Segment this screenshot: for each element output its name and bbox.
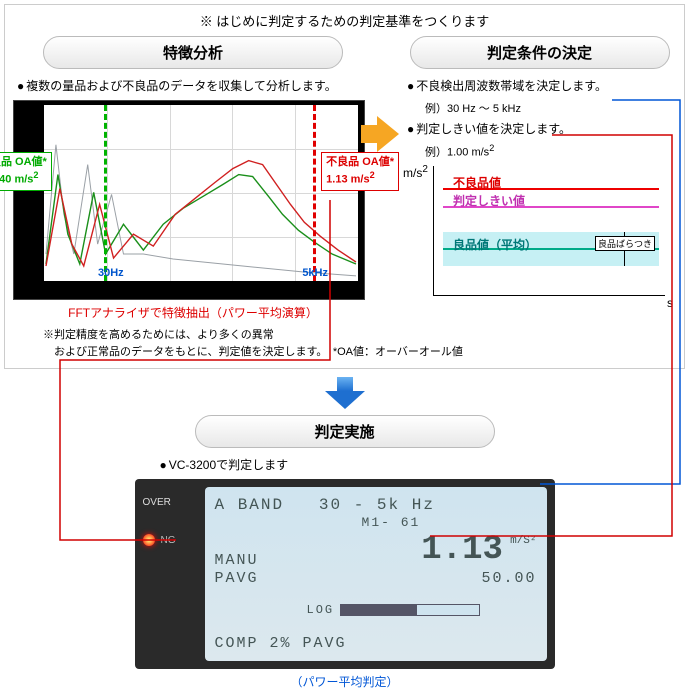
oa-good-label: 良品 OA値* [0,156,47,168]
right-bullet2-ex: 例）1.00 m/s2 [425,143,676,160]
fft-screenshot: 30Hz 5kHz [13,100,365,300]
lcd-line-band: A BAND 30 - 5k Hz [215,496,537,514]
lcd-bottom: COMP 2% PAVG [215,635,537,652]
freq-high-label: 5kHz [302,267,328,279]
lcd-unit: m/S² [510,535,536,547]
title-decision: 判定条件の決定 [410,36,670,69]
col-decision: 判定条件の決定 不良検出周波数帯域を決定します。 例）30 Hz ～ 5 kHz… [403,36,676,306]
oa-good-box: 良品 OA値* 0.40 m/s2 [0,152,52,191]
exec-caption: （パワー平均判定） [130,673,560,690]
over-label: OVER [143,497,205,508]
mini-ylab: m/s2 [403,164,428,180]
fft-container: 30Hz 5kHz 良品 OA値* 0.40 m/s2 不良品 OA値* 1.1… [13,100,373,300]
oa-bad-box: 不良品 OA値* 1.13 m/s2 [321,152,399,191]
lcd-screen: A BAND 30 - 5k Hz M1- 61 MANU PAVG 1.13 … [205,487,547,661]
device-left-panel: OVER NG [143,487,205,661]
good-dash-line [104,105,107,281]
ng-indicator: NG [143,534,205,546]
mini-txt-good: 良品値（平均） [453,236,537,253]
top-note: ※ はじめに判定するための判定基準をつくります [13,11,676,30]
freq-low-label: 30Hz [98,267,124,279]
columns: 特徴分析 複数の量品および不良品のデータを収集して分析します。 [13,36,676,321]
oa-bad-value: 1.13 m/s [326,173,369,185]
left-bullet: 複数の量品および不良品のデータを収集して分析します。 [17,77,373,94]
lcd-pavg: PAVG [215,570,259,587]
device-photo: OVER NG A BAND 30 - 5k Hz M1- 61 MANU PA… [135,479,555,669]
arrow-right-icon [377,36,399,152]
col-feature-analysis: 特徴分析 複数の量品および不良品のデータを収集して分析します。 [13,36,373,321]
title-feature-analysis: 特徴分析 [43,36,343,69]
right-bullet2: 判定しきい値を決定します。 [407,120,676,137]
lcd-bar-row: LOG [215,589,537,631]
mini-txt-thresh: 判定しきい値 [453,192,525,209]
mini-xlab: s [667,296,673,310]
oa-bad-label: 不良品 OA値* [326,156,394,168]
criteria-frame: ※ はじめに判定するための判定基準をつくります 特徴分析 複数の量品および不良品… [4,4,685,369]
right-bullet1: 不良検出周波数帯域を決定します。 [407,77,676,94]
lcd-sub: 50.00 [269,570,537,587]
oa-good-value: 0.40 m/s [0,173,33,185]
exec-bullet: VC-3200で判定します [160,456,560,473]
right-bullet1-ex: 例）30 Hz ～ 5 kHz [425,100,676,116]
arrow-down-icon [325,377,365,409]
ng-label: NG [161,535,176,546]
title-exec: 判定実施 [195,415,495,448]
ng-led-icon [143,534,155,546]
lcd-value: 1.13 [421,531,503,569]
lcd-bar [340,604,480,616]
fine-print: ※判定精度を高めるためには、より多くの異常 および正常品のデータをもとに、判定値… [43,327,676,360]
lcd-line-m1: M1- 61 [215,515,537,530]
fft-plot-area: 30Hz 5kHz [44,105,358,281]
fft-traces [44,105,358,282]
exec-section: 判定実施 VC-3200で判定します OVER NG A BAND 30 - 5… [130,415,560,690]
threshold-mini-chart: m/s2 不良品値 判定しきい値 良品値（平均） 良品ばらつき s [409,166,669,306]
mini-txt-variance: 良品ばらつき [595,236,655,251]
bad-dash-line [313,105,316,281]
fft-caption: FFTアナライザで特徴抽出（パワー平均演算） [13,304,373,321]
lcd-manu: MANU [215,552,259,569]
mini-txt-bad: 不良品値 [453,174,501,191]
